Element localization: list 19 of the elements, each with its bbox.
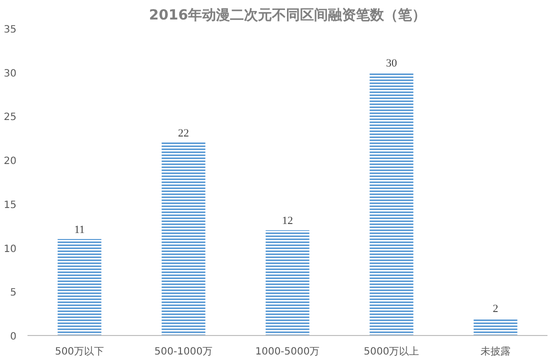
data-label: 22 [178, 128, 189, 140]
data-label: 2 [492, 302, 498, 315]
data-label: 30 [386, 57, 398, 70]
y-tick-label: 10 [4, 244, 17, 255]
y-tick-label: 0 [10, 332, 17, 342]
x-tick-label: 1000-5000万 [255, 346, 320, 358]
data-label: 11 [74, 224, 85, 236]
y-tick-label: 30 [4, 68, 17, 80]
y-tick-label: 25 [4, 112, 17, 124]
x-tick-label: 500万以下 [54, 346, 104, 358]
x-tick-label: 500-1000万 [154, 346, 213, 358]
y-tick-label: 15 [4, 200, 17, 211]
x-tick-label: 5000万以上 [364, 346, 420, 358]
y-tick-label: 35 [4, 24, 17, 36]
x-tick-label: 未披露 [480, 346, 510, 358]
y-tick-label: 5 [10, 288, 17, 299]
chart-title: 2016年动漫二次元不同区间融资笔数（笔） [149, 8, 426, 24]
data-label: 12 [282, 215, 293, 228]
y-tick-label: 20 [4, 156, 17, 168]
